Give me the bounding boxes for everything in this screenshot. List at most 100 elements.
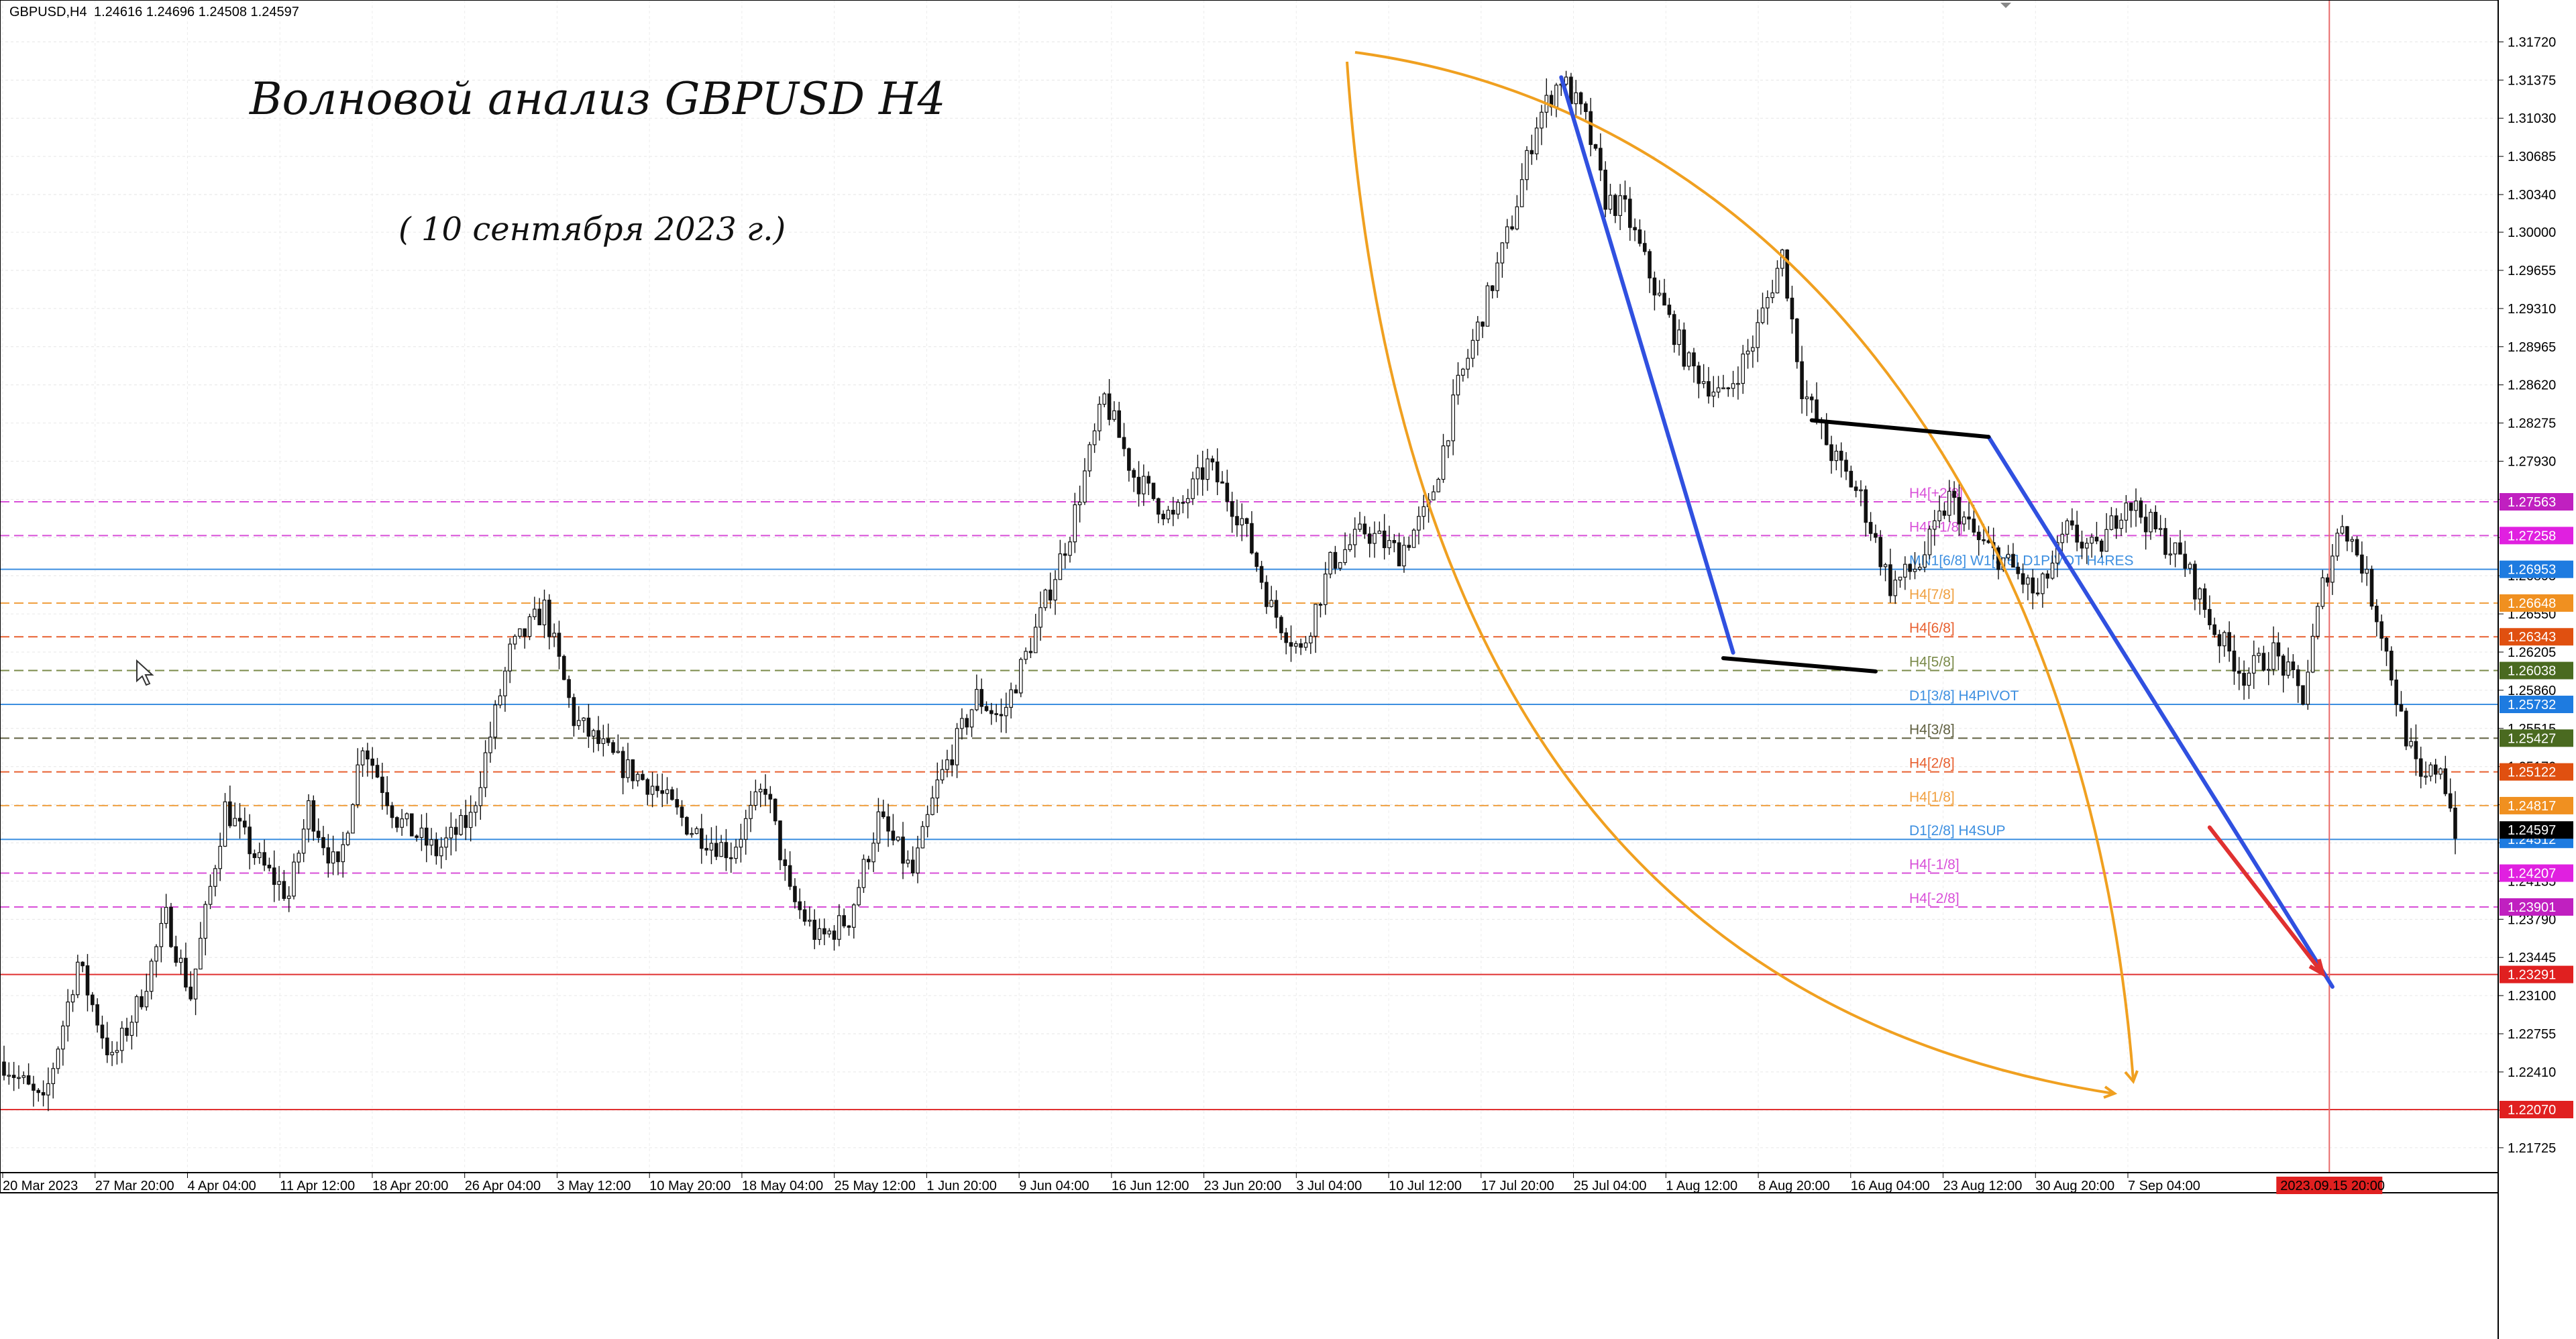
red-projection-arrow[interactable] bbox=[2207, 825, 2325, 976]
candle-body bbox=[2158, 528, 2163, 530]
level-price-tag-label: 1.26038 bbox=[2508, 664, 2556, 679]
candle-body bbox=[1240, 518, 1244, 526]
blue-trendline-2[interactable] bbox=[1986, 435, 2334, 989]
candle-body bbox=[366, 750, 370, 760]
candle-body bbox=[1638, 229, 1642, 244]
candle-body bbox=[2394, 680, 2398, 705]
candle-body bbox=[601, 738, 606, 745]
level-price-tag-label: 1.22070 bbox=[2508, 1103, 2556, 1118]
candle-body bbox=[842, 915, 846, 926]
candle-body bbox=[2365, 569, 2369, 574]
candle-body bbox=[1805, 396, 1809, 399]
time-tick-label: 16 Jun 12:00 bbox=[1112, 1179, 1189, 1193]
candle-body bbox=[690, 833, 694, 835]
candle-body bbox=[641, 773, 645, 780]
current-price-tag bbox=[2500, 821, 2573, 839]
candle-body bbox=[866, 859, 871, 863]
candle-body bbox=[262, 852, 266, 866]
candle-body bbox=[228, 801, 232, 826]
candle-body bbox=[1195, 467, 1200, 480]
chart-annotation-date[interactable]: ( 10 сентября 2023 г.) bbox=[398, 211, 786, 248]
candle-body bbox=[561, 655, 566, 680]
time-tick-label: 30 Aug 20:00 bbox=[2035, 1179, 2114, 1193]
candle-body bbox=[1888, 564, 1892, 596]
candle-body bbox=[2035, 592, 2040, 595]
price-tick-label: 1.29310 bbox=[2508, 302, 2556, 317]
candle-body bbox=[321, 837, 325, 849]
candle-body bbox=[1191, 478, 1195, 499]
candle-body bbox=[2409, 741, 2413, 747]
level-label: H4[2/8] bbox=[1909, 756, 1955, 771]
candle-body bbox=[523, 628, 527, 637]
level-price-tag-label: 1.26343 bbox=[2508, 630, 2556, 645]
candle-body bbox=[758, 788, 763, 793]
time-tick-label: 7 Sep 04:00 bbox=[2128, 1179, 2200, 1193]
candle-body bbox=[1746, 350, 1750, 355]
candle-body bbox=[26, 1075, 31, 1085]
candle-body bbox=[2355, 539, 2359, 555]
candle-body bbox=[2379, 621, 2383, 639]
candle-body bbox=[778, 820, 782, 861]
candle-body bbox=[1481, 321, 1485, 327]
candle-body bbox=[119, 1028, 124, 1051]
blue-trendline-1[interactable] bbox=[1559, 75, 1735, 655]
black-channel-top[interactable] bbox=[1809, 418, 1991, 439]
candle-body bbox=[1711, 391, 1716, 397]
candle-body bbox=[1726, 387, 1731, 390]
candle-body bbox=[596, 730, 600, 745]
orange-arc-lower[interactable] bbox=[1346, 61, 2114, 1095]
highlight-date-label: 2023.09.15 20:00 bbox=[2280, 1179, 2385, 1193]
current-price-label: 1.24597 bbox=[2508, 823, 2556, 838]
candle-body bbox=[36, 1089, 41, 1093]
time-tick-label: 1 Aug 12:00 bbox=[1666, 1179, 1737, 1193]
candle-body bbox=[164, 906, 168, 924]
candle-body bbox=[1456, 374, 1460, 396]
candle-body bbox=[533, 608, 537, 617]
candle-body bbox=[1534, 127, 1539, 154]
candle-body bbox=[409, 813, 414, 837]
candle-body bbox=[812, 920, 817, 940]
candle-body bbox=[415, 835, 419, 838]
horizontal-levels[interactable]: H4[+2/8]H4[+1/8]MN1[6/8] W1[8/8] D1PIVOT… bbox=[0, 486, 2498, 1110]
candle-body bbox=[2124, 502, 2129, 521]
black-channel-bottom[interactable] bbox=[1721, 656, 1878, 674]
candle-body bbox=[1677, 329, 1681, 345]
scroll-marker-icon[interactable] bbox=[2000, 3, 2011, 8]
candle-body bbox=[2418, 758, 2423, 777]
candle-body bbox=[1024, 651, 1028, 660]
candle-body bbox=[297, 853, 301, 863]
candle-body bbox=[237, 818, 242, 822]
candle-body bbox=[1102, 393, 1107, 405]
candle-body bbox=[1210, 458, 1215, 463]
candle-body bbox=[2188, 564, 2192, 569]
candle-body bbox=[1918, 566, 1922, 570]
candle-body bbox=[910, 859, 915, 873]
fibonacci-arcs[interactable] bbox=[1346, 51, 2139, 1099]
chart-annotation-title[interactable]: Волновой анализ GBPUSD H4 bbox=[249, 73, 946, 125]
level-label: H4[-2/8] bbox=[1909, 891, 1960, 906]
candle-body bbox=[1510, 226, 1514, 229]
candle-body bbox=[351, 804, 355, 834]
candle-body bbox=[2208, 608, 2212, 625]
candle-body bbox=[193, 968, 198, 1000]
candle-body bbox=[1279, 617, 1283, 633]
candle-body bbox=[518, 628, 522, 637]
candle-body bbox=[916, 847, 920, 873]
candle-body bbox=[1736, 382, 1740, 385]
candle-body bbox=[1294, 643, 1298, 647]
trendlines[interactable] bbox=[1559, 75, 2334, 989]
candle-body bbox=[1417, 516, 1421, 531]
candle-body bbox=[1932, 520, 1937, 530]
orange-arc-upper[interactable] bbox=[1354, 51, 2135, 1081]
candle-body bbox=[969, 709, 974, 728]
candle-body bbox=[1633, 227, 1637, 231]
time-axis: 20 Mar 2023 27 Mar 20:00 4 Apr 04:00 11 Apr… bbox=[2, 1173, 2385, 1194]
candle-body bbox=[2, 1061, 6, 1076]
time-tick-label: 25 Jul 04:00 bbox=[1574, 1179, 1647, 1193]
time-tick-label: 17 Jul 20:00 bbox=[1481, 1179, 1554, 1193]
candle-body bbox=[100, 1024, 105, 1038]
candle-body bbox=[46, 1083, 50, 1095]
candle-body bbox=[1642, 243, 1647, 252]
candle-body bbox=[567, 679, 571, 698]
